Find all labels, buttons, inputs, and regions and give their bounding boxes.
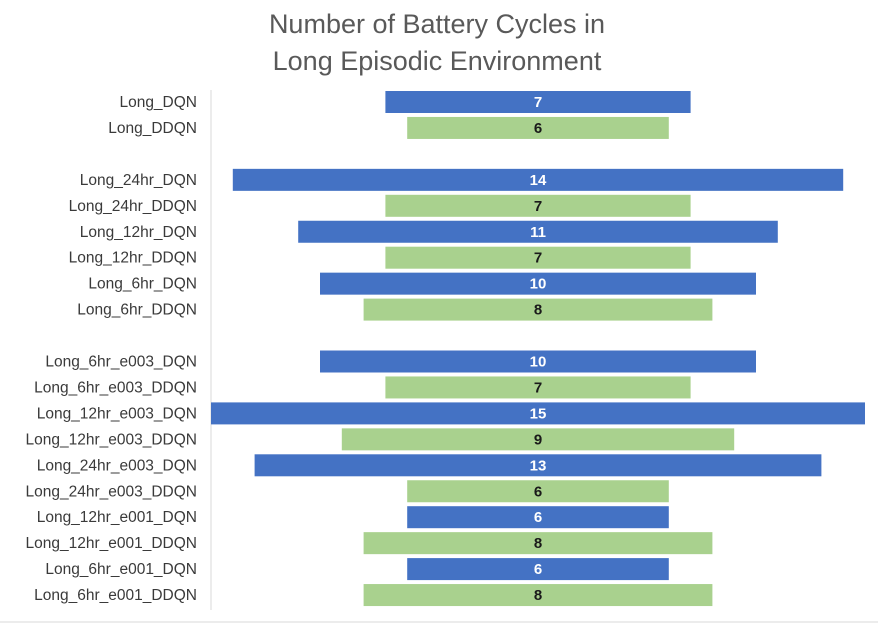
data-label: 6 (534, 483, 542, 500)
category-label: Long_24hr_DDQN (69, 198, 197, 215)
chart-title-line-1: Number of Battery Cycles in (269, 9, 605, 39)
category-label: Long_24hr_DQN (80, 172, 197, 189)
category-label: Long_24hr_e003_DQN (37, 457, 197, 474)
bar-dqn (385, 91, 691, 113)
category-label: Long_6hr_DDQN (77, 302, 197, 319)
bar-dqn (407, 558, 669, 581)
bar-ddqn (385, 246, 691, 269)
bar-ddqn (341, 428, 735, 451)
data-label: 8 (534, 535, 542, 552)
category-label: Long_12hr_DDQN (69, 250, 197, 267)
bar-dqn (320, 350, 756, 373)
data-label: 10 (530, 354, 547, 371)
data-label: 9 (534, 431, 542, 448)
bar-ddqn (363, 584, 713, 607)
bar-ddqn (363, 532, 713, 555)
bar-group: Long_DQN 7 Long_DDQN 6 Long_24hr_DQN 14 Long_2… (26, 91, 865, 607)
data-label: 6 (534, 120, 542, 137)
data-label: 13 (530, 457, 547, 474)
category-label: Long_6hr_DQN (88, 276, 197, 293)
bar-ddqn (407, 480, 669, 503)
data-label: 15 (530, 405, 547, 422)
data-label: 7 (534, 198, 542, 215)
category-label: Long_24hr_e003_DDQN (26, 483, 197, 500)
bar-dqn (254, 454, 822, 477)
bar-ddqn (385, 194, 691, 217)
data-label: 14 (530, 172, 547, 189)
data-label: 7 (534, 379, 542, 396)
bar-ddqn (385, 376, 691, 399)
category-label: Long_12hr_e001_DQN (37, 509, 197, 526)
chart-title-line-2: Long Episodic Environment (273, 46, 602, 76)
category-label: Long_12hr_e003_DQN (37, 405, 197, 422)
category-label: Long_DDQN (108, 120, 197, 137)
bar-dqn (298, 220, 778, 243)
category-label: Long_6hr_e003_DQN (45, 354, 197, 371)
data-label: 6 (534, 561, 542, 578)
category-label: Long_DQN (119, 94, 197, 111)
bar-ddqn (407, 116, 669, 139)
category-label: Long_6hr_e001_DDQN (34, 587, 197, 604)
bar-dqn (320, 272, 756, 295)
data-label: 7 (534, 250, 542, 267)
data-label: 6 (534, 509, 542, 526)
data-label: 8 (534, 587, 542, 604)
category-label: Long_12hr_e003_DDQN (26, 431, 197, 448)
bar-ddqn (363, 298, 713, 321)
category-label: Long_12hr_e001_DDQN (26, 535, 197, 552)
category-label: Long_6hr_e003_DDQN (34, 379, 197, 396)
data-label: 10 (530, 276, 547, 293)
bar-dqn (232, 168, 844, 191)
bar-dqn (211, 402, 865, 425)
data-label: 8 (534, 302, 542, 319)
bar-dqn (407, 506, 669, 529)
category-label: Long_12hr_DQN (80, 224, 197, 241)
category-label: Long_6hr_e001_DQN (45, 561, 197, 578)
data-label: 11 (530, 224, 546, 241)
data-label: 7 (534, 94, 542, 111)
